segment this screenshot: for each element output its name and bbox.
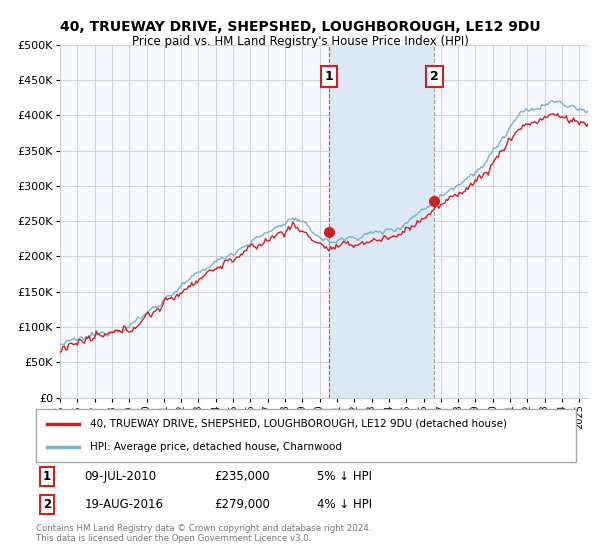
Text: £279,000: £279,000 xyxy=(214,498,270,511)
Text: 5% ↓ HPI: 5% ↓ HPI xyxy=(317,470,372,483)
Text: 1: 1 xyxy=(324,70,333,83)
FancyBboxPatch shape xyxy=(36,409,576,462)
Text: 40, TRUEWAY DRIVE, SHEPSHED, LOUGHBOROUGH, LE12 9DU: 40, TRUEWAY DRIVE, SHEPSHED, LOUGHBOROUG… xyxy=(59,20,541,34)
Text: Contains HM Land Registry data © Crown copyright and database right 2024.
This d: Contains HM Land Registry data © Crown c… xyxy=(36,524,371,543)
Text: Price paid vs. HM Land Registry's House Price Index (HPI): Price paid vs. HM Land Registry's House … xyxy=(131,35,469,48)
Text: 19-AUG-2016: 19-AUG-2016 xyxy=(85,498,164,511)
Text: 40, TRUEWAY DRIVE, SHEPSHED, LOUGHBOROUGH, LE12 9DU (detached house): 40, TRUEWAY DRIVE, SHEPSHED, LOUGHBOROUG… xyxy=(90,419,507,429)
Text: HPI: Average price, detached house, Charnwood: HPI: Average price, detached house, Char… xyxy=(90,442,342,452)
Text: 4% ↓ HPI: 4% ↓ HPI xyxy=(317,498,372,511)
Text: 1: 1 xyxy=(43,470,51,483)
Text: 2: 2 xyxy=(430,70,439,83)
Bar xyxy=(329,45,434,398)
Text: 09-JUL-2010: 09-JUL-2010 xyxy=(85,470,157,483)
Text: 2: 2 xyxy=(43,498,51,511)
Text: £235,000: £235,000 xyxy=(214,470,270,483)
